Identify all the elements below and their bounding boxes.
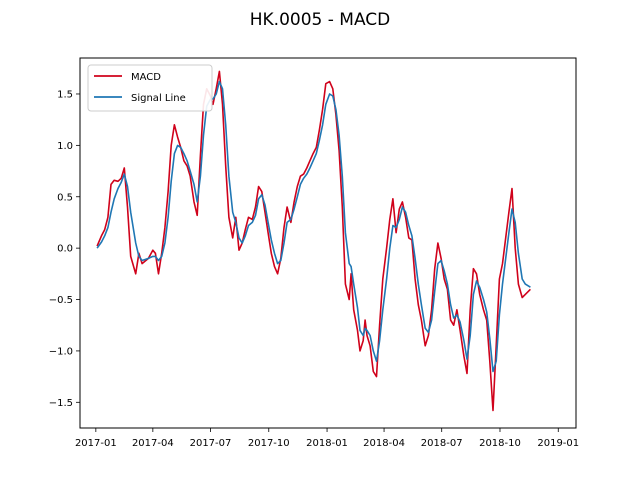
- series-line-signal-line: [96, 80, 531, 373]
- x-tick-label: 2017-07: [190, 438, 232, 449]
- plot-area: [79, 57, 577, 429]
- x-tick-label: 2017-10: [248, 438, 290, 449]
- x-tick-label: 2018-01: [306, 438, 348, 449]
- axis-layer: 2017-01 2017-04 2017-07 2017-10 2018-01 2018-…: [49, 89, 579, 449]
- series-layer: [96, 70, 531, 412]
- legend-label: MACD: [131, 72, 161, 83]
- x-tick-label: 2017-04: [132, 438, 174, 449]
- chart-title: HK.0005 - MACD: [250, 10, 391, 30]
- legend-label: Signal Line: [131, 93, 186, 104]
- y-tick-label: 0.5: [57, 192, 73, 203]
- y-tick-label: 1.0: [57, 141, 73, 152]
- y-tick-label: −0.5: [49, 295, 73, 306]
- y-tick-label: −1.0: [49, 346, 73, 357]
- x-tick-label: 2018-10: [479, 438, 521, 449]
- x-tick-label: 2018-04: [363, 438, 405, 449]
- y-tick-label: 0.0: [57, 244, 73, 255]
- legend: MACD Signal Line: [87, 64, 213, 112]
- x-tick-label: 2018-07: [421, 438, 463, 449]
- series-line-macd: [96, 70, 531, 412]
- x-tick-label: 2017-01: [75, 438, 117, 449]
- y-tick-label: 1.5: [57, 89, 73, 100]
- y-tick-label: −1.5: [49, 398, 73, 409]
- x-tick-label: 2019-01: [537, 438, 579, 449]
